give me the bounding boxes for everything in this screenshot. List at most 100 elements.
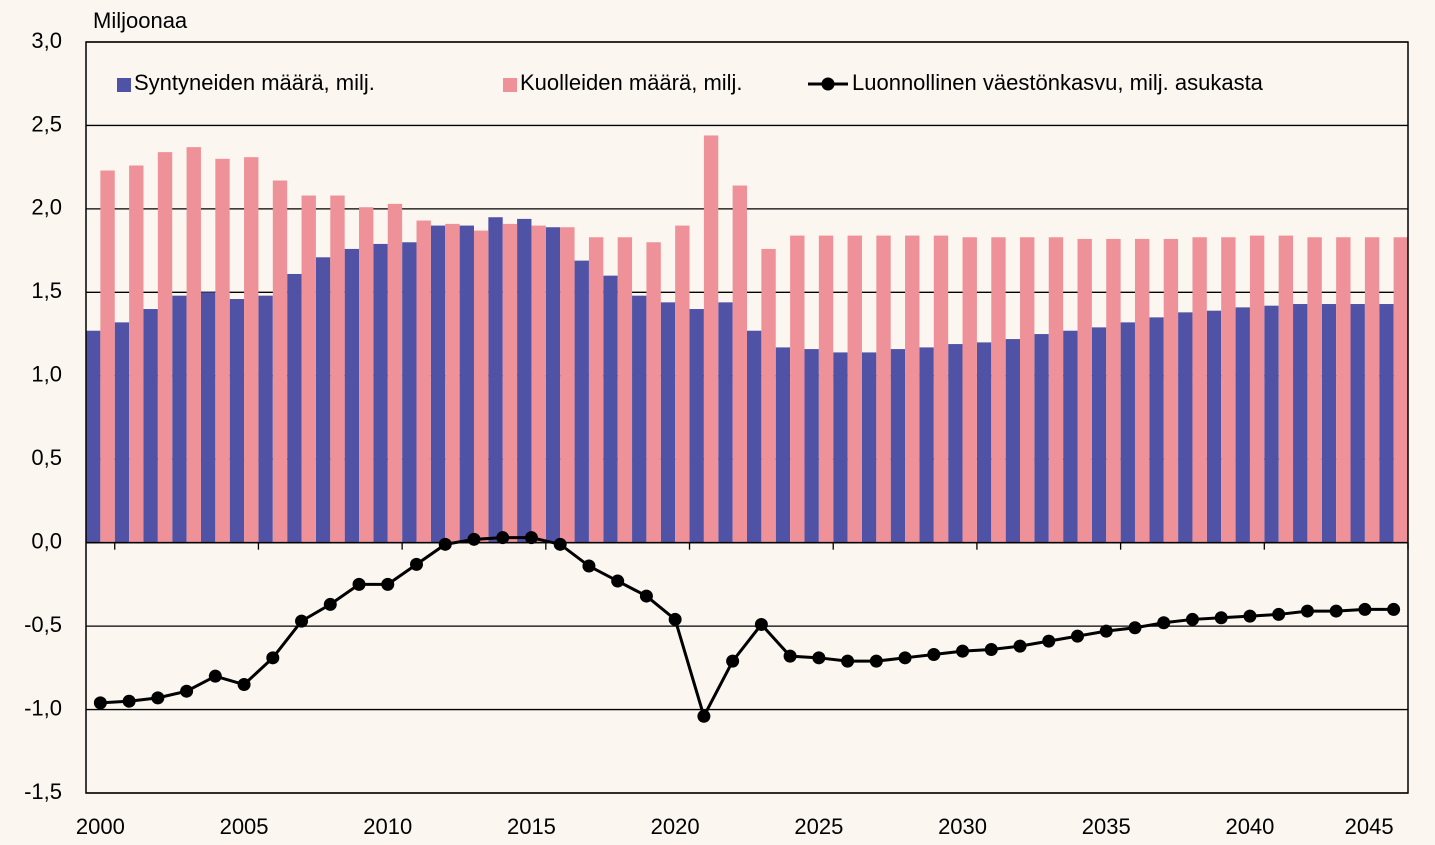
bar — [948, 344, 963, 543]
line-marker — [93, 696, 107, 710]
bar — [933, 235, 949, 543]
bar — [272, 180, 288, 543]
line-marker — [295, 614, 309, 628]
line-marker — [754, 617, 768, 631]
legend-label: Syntyneiden määrä, milj. — [134, 70, 375, 95]
bar — [833, 352, 848, 543]
bar — [1307, 237, 1322, 543]
line-marker — [869, 654, 883, 668]
bar — [689, 309, 704, 543]
plot-border — [85, 41, 1409, 794]
bar — [703, 135, 719, 543]
bar — [517, 218, 532, 543]
x-tick-label: 2005 — [220, 814, 269, 839]
line-marker — [438, 537, 452, 551]
bar — [1364, 237, 1380, 543]
bar — [646, 242, 661, 543]
bar — [157, 152, 173, 543]
bar — [186, 147, 201, 543]
line-marker — [323, 597, 337, 611]
bar — [373, 243, 388, 543]
legend: Syntyneiden määrä, milj. Kuolleiden määrä… — [110, 64, 1380, 104]
bar — [574, 260, 589, 543]
bar — [632, 295, 647, 543]
bar — [114, 322, 130, 543]
line-marker — [611, 574, 625, 588]
bar — [718, 302, 733, 543]
x-tick-label: 2020 — [651, 814, 700, 839]
bar — [387, 203, 403, 543]
y-axis-label: Miljoonaa — [93, 8, 188, 33]
legend-swatch — [117, 78, 131, 92]
line-marker — [496, 531, 510, 545]
bar — [488, 217, 503, 543]
bar — [416, 220, 431, 543]
bar — [1034, 334, 1049, 543]
line-marker — [410, 557, 423, 571]
bar — [315, 257, 331, 543]
line-marker — [1071, 629, 1084, 643]
bar — [172, 295, 187, 543]
bar — [617, 237, 633, 543]
bar — [258, 295, 273, 543]
bar — [1163, 238, 1179, 543]
bar — [804, 349, 819, 543]
bar — [1350, 304, 1365, 543]
bar — [330, 195, 345, 543]
line-marker — [1329, 604, 1343, 618]
line-marker — [1157, 616, 1171, 630]
line-marker — [237, 678, 251, 692]
bar — [244, 157, 259, 543]
line-marker — [1387, 602, 1401, 616]
line-marker — [180, 684, 194, 698]
bar — [747, 330, 762, 543]
bar — [847, 235, 862, 543]
line-marker — [208, 669, 222, 683]
line-marker — [1214, 611, 1228, 625]
line — [100, 536, 1394, 721]
bar — [1235, 307, 1250, 543]
bar — [287, 273, 302, 543]
line-marker — [1272, 607, 1286, 621]
x-tick-label: 2035 — [1082, 814, 1131, 839]
bar — [1005, 339, 1021, 543]
bar — [545, 227, 561, 543]
bar — [86, 330, 101, 543]
y-tick-label: 0,0 — [31, 528, 62, 553]
bar — [445, 223, 460, 543]
y-tick-label: 1,5 — [31, 278, 62, 303]
bar — [890, 349, 906, 543]
line-marker — [381, 577, 395, 591]
bar — [775, 347, 791, 543]
line-marker — [697, 709, 711, 723]
bar — [459, 225, 474, 543]
bar — [1106, 238, 1121, 543]
line-marker — [841, 654, 855, 668]
line-marker — [1185, 612, 1199, 626]
bar — [675, 225, 690, 543]
y-tick-label: -1,0 — [24, 695, 62, 720]
bar — [1048, 237, 1064, 543]
line-marker — [1042, 634, 1056, 648]
bar — [1149, 317, 1164, 543]
bar — [1206, 310, 1222, 543]
bar — [1091, 327, 1107, 543]
bar — [876, 235, 891, 543]
bar — [660, 302, 676, 543]
line-marker — [956, 644, 970, 658]
line-marker — [812, 651, 826, 665]
bar — [905, 235, 920, 543]
x-tick-label: 2015 — [507, 814, 556, 839]
line-marker — [639, 589, 653, 603]
bar — [100, 170, 115, 543]
bar — [761, 248, 776, 543]
bar — [1192, 237, 1207, 543]
y-tick-label: 0,5 — [31, 445, 62, 470]
bar — [1278, 235, 1294, 543]
bar — [402, 242, 417, 543]
bar — [560, 227, 575, 543]
bar — [962, 237, 977, 543]
y-tick-label: -1,5 — [24, 779, 62, 804]
legend-label: Luonnollinen väestönkasvu, milj. asukast… — [852, 70, 1264, 95]
